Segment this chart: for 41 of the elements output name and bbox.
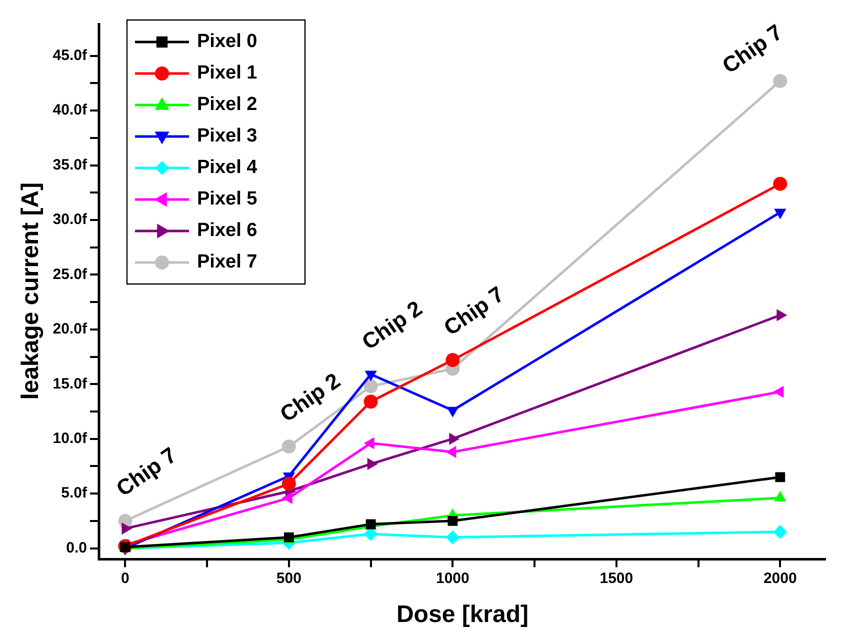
legend-label: Pixel 1 — [196, 62, 258, 84]
legend-label: Pixel 2 — [196, 94, 258, 116]
point — [282, 476, 296, 491]
y-tick-label: 45.0f — [52, 46, 88, 64]
x-tick-label: 1500 — [600, 570, 634, 587]
y-tick-label: 0.0 — [66, 539, 87, 556]
annotation: Chip 7 — [112, 442, 182, 502]
y-axis-title: leakage current [A] — [17, 182, 44, 400]
y-tick-label: 25.0f — [52, 266, 88, 283]
legend-label: Pixel 6 — [196, 220, 258, 242]
point — [773, 524, 788, 539]
legend-label: Pixel 5 — [196, 188, 258, 210]
point — [448, 516, 458, 526]
y-tick-label: 10.0f — [52, 430, 88, 447]
y-tick-label: 30.0f — [52, 211, 88, 228]
point — [364, 379, 378, 394]
legend-label: Pixel 0 — [196, 31, 258, 52]
point — [282, 439, 296, 454]
y-tick-label: 40.0f — [52, 102, 88, 119]
x-tick-label: 500 — [276, 570, 302, 587]
y-tick-label: 15.0f — [52, 375, 88, 392]
point — [773, 176, 788, 191]
legend-label: Pixel 3 — [196, 126, 258, 147]
y-tick-label: 35.0f — [52, 156, 88, 174]
point — [364, 394, 378, 409]
annotation: Chip 7 — [718, 19, 788, 78]
annotation: Chip 2 — [357, 296, 427, 355]
x-tick-label: 2000 — [763, 570, 797, 587]
y-tick-label: 5.0f — [61, 484, 88, 502]
x-axis-title: Dose [krad] — [396, 601, 529, 628]
x-tick-label: 1000 — [436, 570, 470, 587]
legend-label: Pixel 7 — [196, 252, 258, 273]
y-tick-label: 20.0f — [52, 320, 88, 338]
point — [446, 353, 460, 368]
point — [775, 472, 786, 482]
legend-label: Pixel 4 — [196, 157, 258, 178]
point — [773, 74, 788, 88]
x-tick-label: 0 — [121, 570, 130, 587]
annotation: Chip 2 — [275, 368, 345, 427]
point — [446, 530, 460, 544]
annotation: Chip 7 — [439, 281, 509, 340]
